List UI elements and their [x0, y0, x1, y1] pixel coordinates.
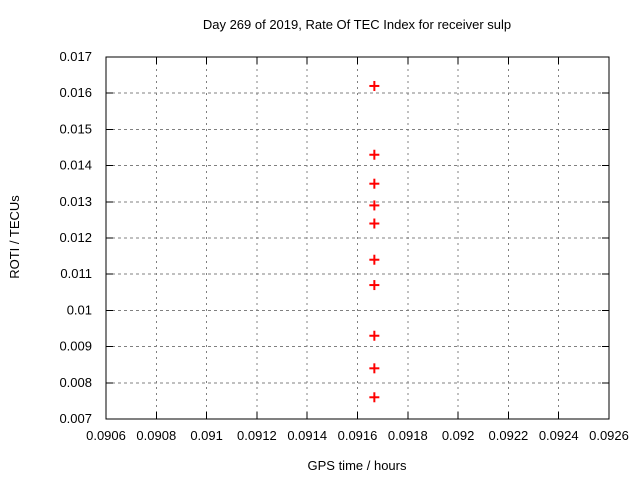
x-tick-label: 0.0914 [287, 428, 327, 443]
data-point-marker [369, 254, 380, 265]
data-point-marker [369, 330, 380, 341]
y-tick-label: 0.016 [59, 85, 92, 100]
y-tick-label: 0.011 [60, 266, 92, 281]
y-axis-label: ROTI / TECUs [7, 195, 22, 279]
data-point-marker [369, 80, 380, 91]
chart-title: Day 269 of 2019, Rate Of TEC Index for r… [203, 17, 511, 32]
tick-label-layer: 0.0906 0.0908 0.091 0.0912 0.0914 0.0916 0.091… [59, 49, 628, 443]
data-points-layer [369, 80, 380, 403]
y-tick-label: 0.014 [59, 158, 92, 173]
tick-layer [105, 56, 610, 420]
data-point-marker [369, 392, 380, 403]
data-point-marker [369, 200, 380, 211]
x-tick-label: 0.092 [442, 428, 475, 443]
y-tick-label: 0.012 [59, 230, 92, 245]
y-tick-label: 0.008 [59, 375, 92, 390]
y-tick-label: 0.01 [67, 302, 92, 317]
x-tick-label: 0.0906 [86, 428, 126, 443]
x-tick-label: 0.0926 [589, 428, 629, 443]
x-tick-label: 0.0912 [237, 428, 277, 443]
data-point-marker [369, 178, 380, 189]
x-tick-label: 0.091 [190, 428, 223, 443]
data-point-marker [369, 149, 380, 160]
y-tick-label: 0.015 [59, 121, 92, 136]
grid-layer [105, 56, 610, 420]
y-tick-label: 0.007 [59, 411, 92, 426]
x-tick-label: 0.0916 [338, 428, 378, 443]
x-tick-label: 0.0922 [489, 428, 529, 443]
data-point-marker [369, 363, 380, 374]
data-point-marker [369, 218, 380, 229]
x-axis-label: GPS time / hours [308, 458, 407, 473]
y-tick-label: 0.013 [59, 194, 92, 209]
x-tick-label: 0.0918 [388, 428, 428, 443]
y-tick-label: 0.009 [59, 339, 92, 354]
x-tick-label: 0.0924 [539, 428, 579, 443]
y-tick-label: 0.017 [59, 49, 92, 64]
data-point-marker [369, 280, 380, 291]
x-tick-label: 0.0908 [136, 428, 176, 443]
